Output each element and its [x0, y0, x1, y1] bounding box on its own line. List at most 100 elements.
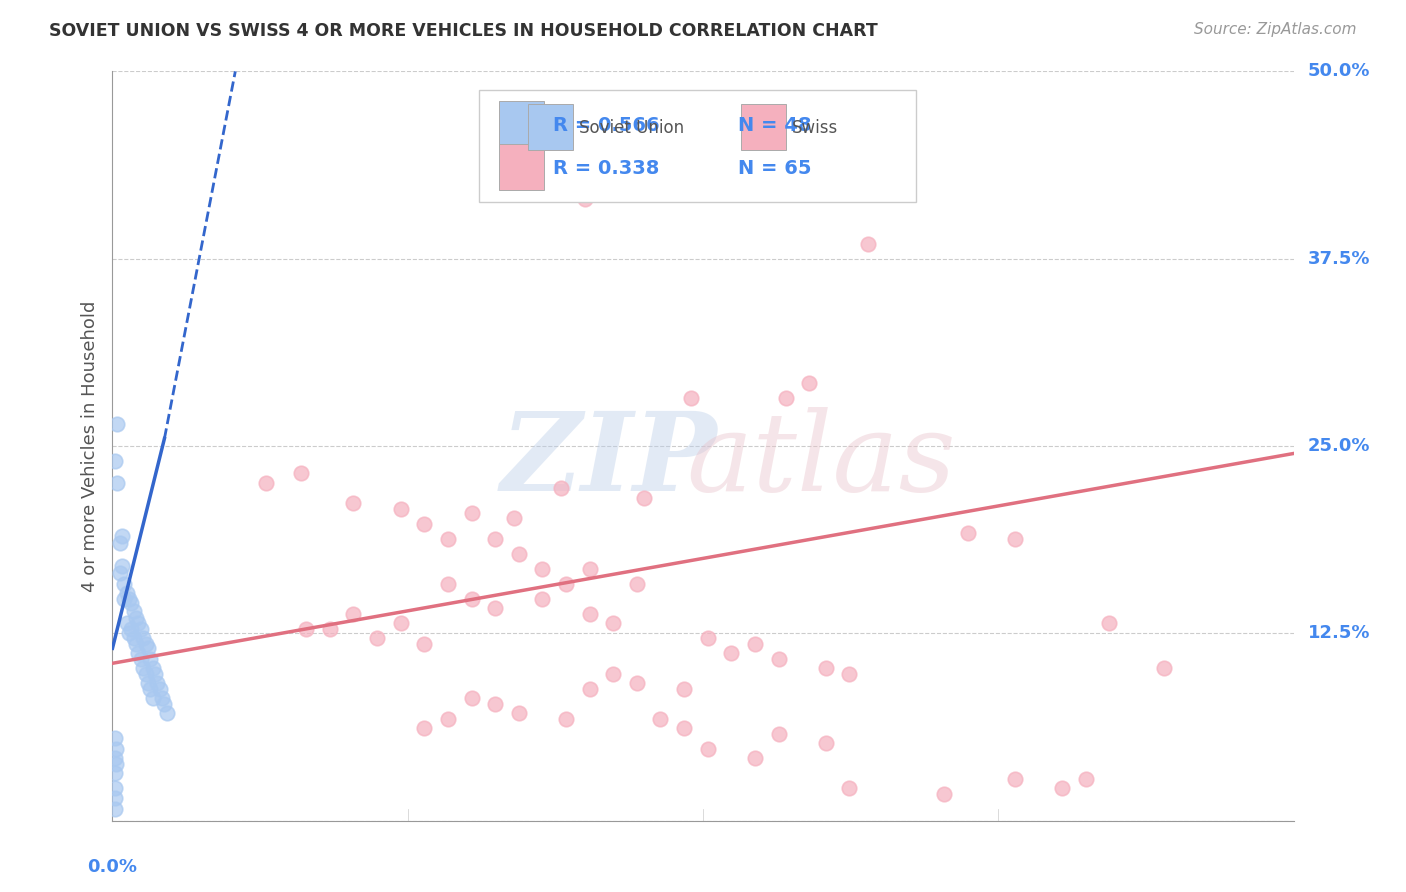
Point — [484, 697, 506, 711]
Point — [1153, 661, 1175, 675]
Point — [132, 631, 155, 645]
Point — [118, 591, 141, 606]
Point — [838, 780, 860, 795]
Point — [550, 481, 572, 495]
Point — [295, 622, 318, 636]
Point — [129, 622, 152, 636]
Point — [460, 507, 482, 521]
FancyBboxPatch shape — [478, 90, 915, 202]
Point — [578, 681, 600, 696]
Point — [112, 591, 135, 606]
Point — [555, 712, 578, 726]
Point — [139, 681, 162, 696]
Point — [127, 615, 149, 630]
Point — [135, 637, 157, 651]
Point — [650, 712, 672, 726]
Point — [111, 529, 134, 543]
Point — [437, 577, 460, 591]
Text: atlas: atlas — [686, 408, 956, 515]
FancyBboxPatch shape — [741, 104, 786, 150]
Point — [112, 577, 135, 591]
Point — [105, 417, 128, 431]
Point — [696, 631, 718, 645]
Point — [814, 736, 837, 750]
Text: ZIP: ZIP — [501, 408, 717, 515]
Point — [578, 607, 600, 621]
Point — [104, 731, 127, 746]
Point — [142, 690, 165, 705]
Point — [673, 721, 696, 735]
Text: 0.0%: 0.0% — [87, 858, 138, 876]
Point — [578, 562, 600, 576]
Point — [531, 591, 554, 606]
Point — [115, 586, 138, 600]
Point — [136, 641, 159, 656]
Point — [503, 511, 526, 525]
Point — [139, 652, 162, 666]
Text: Soviet Union: Soviet Union — [579, 119, 685, 136]
Point — [135, 666, 157, 681]
Point — [744, 750, 766, 764]
Point — [108, 566, 131, 581]
Point — [104, 780, 127, 795]
Point — [108, 536, 131, 550]
Point — [460, 591, 482, 606]
Point — [574, 192, 596, 206]
Point — [437, 532, 460, 546]
Point — [413, 516, 436, 531]
Point — [105, 476, 128, 491]
Point — [838, 666, 860, 681]
Text: R = 0.338: R = 0.338 — [553, 160, 659, 178]
Point — [484, 600, 506, 615]
Point — [125, 637, 148, 651]
Point — [720, 646, 742, 660]
Point — [290, 466, 312, 480]
Point — [484, 532, 506, 546]
Point — [389, 615, 412, 630]
Text: SOVIET UNION VS SWISS 4 OR MORE VEHICLES IN HOUSEHOLD CORRELATION CHART: SOVIET UNION VS SWISS 4 OR MORE VEHICLES… — [49, 22, 877, 40]
Point — [1004, 532, 1026, 546]
Point — [956, 525, 979, 540]
Point — [1098, 615, 1121, 630]
FancyBboxPatch shape — [499, 102, 544, 147]
Point — [342, 496, 364, 510]
Point — [156, 706, 179, 720]
Point — [132, 661, 155, 675]
Point — [413, 721, 436, 735]
Point — [633, 491, 655, 506]
Point — [153, 697, 176, 711]
Point — [136, 675, 159, 690]
Text: Source: ZipAtlas.com: Source: ZipAtlas.com — [1194, 22, 1357, 37]
Point — [508, 547, 530, 561]
Point — [460, 690, 482, 705]
Text: R = 0.566: R = 0.566 — [553, 116, 659, 135]
Point — [413, 637, 436, 651]
Point — [150, 690, 173, 705]
Point — [104, 802, 127, 816]
Y-axis label: 4 or more Vehicles in Household: 4 or more Vehicles in Household — [80, 301, 98, 591]
Point — [1050, 780, 1073, 795]
Point — [858, 236, 880, 251]
Point — [104, 765, 127, 780]
Text: 12.5%: 12.5% — [1308, 624, 1371, 642]
Point — [814, 661, 837, 675]
Point — [149, 681, 172, 696]
Point — [104, 791, 127, 805]
Point — [1004, 772, 1026, 786]
Point — [129, 652, 152, 666]
Point — [744, 637, 766, 651]
Point — [111, 558, 134, 573]
Point — [437, 712, 460, 726]
Point — [562, 184, 585, 198]
Point — [602, 666, 624, 681]
Point — [115, 615, 138, 630]
Point — [120, 622, 142, 636]
Point — [122, 604, 145, 618]
Point — [602, 615, 624, 630]
Point — [626, 577, 648, 591]
Point — [142, 661, 165, 675]
Point — [122, 631, 145, 645]
Point — [775, 391, 797, 405]
Point — [118, 626, 141, 640]
Text: N = 48: N = 48 — [738, 116, 811, 135]
